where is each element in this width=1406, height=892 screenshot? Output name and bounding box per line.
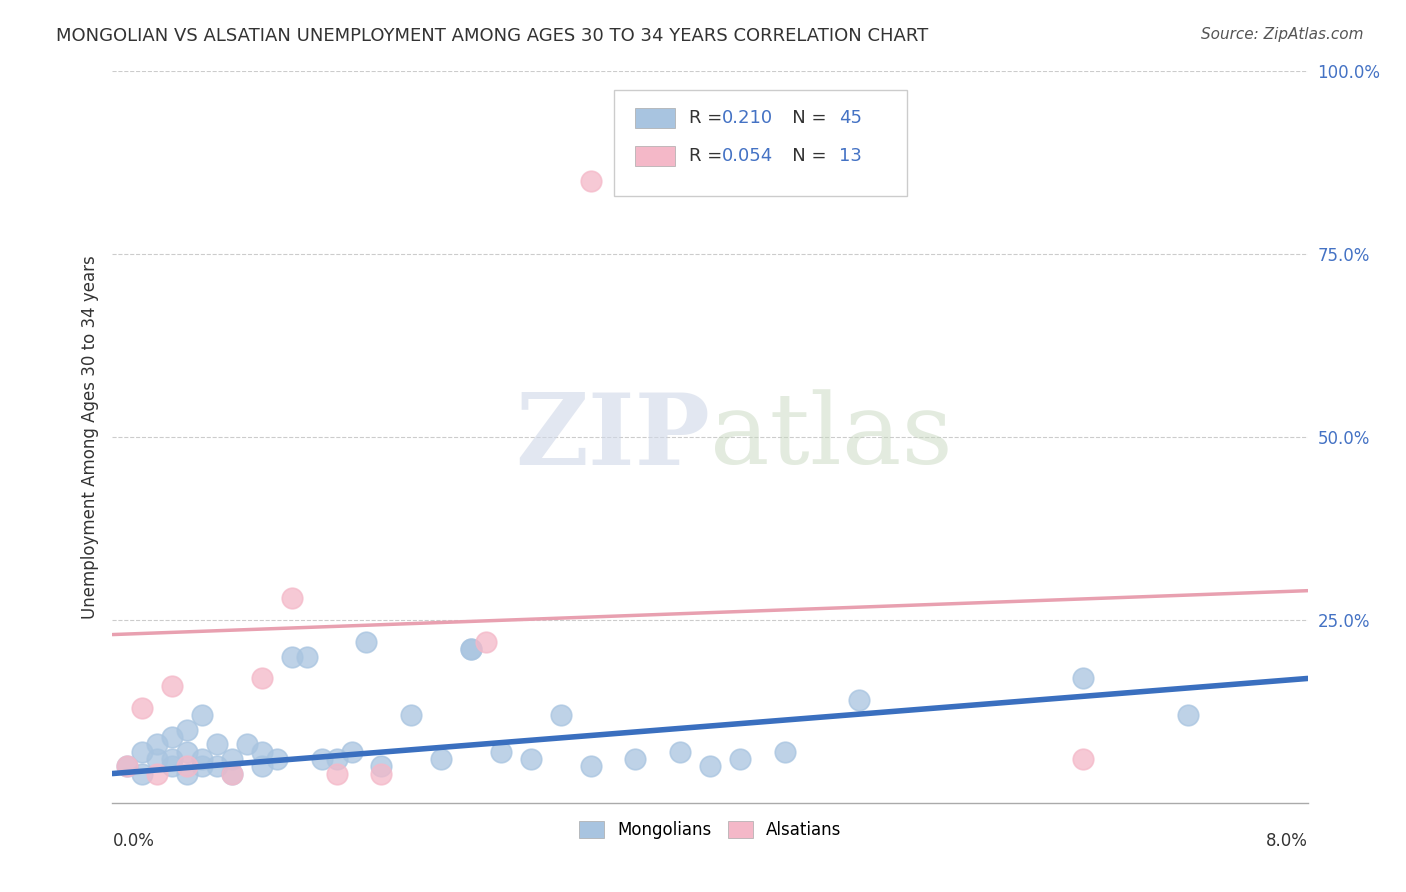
Text: Source: ZipAtlas.com: Source: ZipAtlas.com bbox=[1201, 27, 1364, 42]
Point bbox=[221, 752, 243, 766]
Point bbox=[176, 723, 198, 737]
Point bbox=[162, 679, 183, 693]
Point bbox=[191, 759, 214, 773]
Point bbox=[699, 759, 721, 773]
Point bbox=[311, 752, 333, 766]
Y-axis label: Unemployment Among Ages 30 to 34 years: Unemployment Among Ages 30 to 34 years bbox=[80, 255, 98, 619]
Point bbox=[489, 745, 512, 759]
Point bbox=[295, 649, 318, 664]
Point bbox=[176, 766, 198, 780]
Legend: Mongolians, Alsatians: Mongolians, Alsatians bbox=[572, 814, 848, 846]
Point bbox=[460, 642, 482, 657]
Point bbox=[1177, 708, 1199, 723]
Bar bbox=[634, 146, 675, 167]
Point bbox=[460, 642, 482, 657]
Point bbox=[281, 649, 304, 664]
Point bbox=[848, 693, 870, 707]
Point bbox=[131, 766, 153, 780]
Point bbox=[250, 745, 273, 759]
Point bbox=[370, 759, 392, 773]
Point bbox=[550, 708, 572, 723]
Point bbox=[146, 737, 169, 751]
Point bbox=[236, 737, 259, 751]
Text: 0.0%: 0.0% bbox=[112, 832, 155, 850]
Point bbox=[162, 730, 183, 744]
Point bbox=[266, 752, 288, 766]
Point bbox=[162, 752, 183, 766]
Point bbox=[624, 752, 647, 766]
Point bbox=[579, 174, 602, 188]
Point bbox=[430, 752, 453, 766]
Point bbox=[205, 759, 228, 773]
Point bbox=[370, 766, 392, 780]
Text: atlas: atlas bbox=[710, 389, 953, 485]
Point bbox=[250, 672, 273, 686]
Point bbox=[162, 759, 183, 773]
Point bbox=[221, 766, 243, 780]
Text: ZIP: ZIP bbox=[515, 389, 710, 485]
Point bbox=[1073, 672, 1095, 686]
Text: 0.054: 0.054 bbox=[723, 147, 773, 165]
Point bbox=[728, 752, 751, 766]
Point bbox=[325, 766, 347, 780]
Point bbox=[340, 745, 363, 759]
Text: 8.0%: 8.0% bbox=[1265, 832, 1308, 850]
FancyBboxPatch shape bbox=[614, 90, 907, 195]
Text: N =: N = bbox=[775, 109, 832, 128]
Point bbox=[250, 759, 273, 773]
Point bbox=[401, 708, 423, 723]
Bar bbox=[634, 108, 675, 128]
Point bbox=[1073, 752, 1095, 766]
Text: MONGOLIAN VS ALSATIAN UNEMPLOYMENT AMONG AGES 30 TO 34 YEARS CORRELATION CHART: MONGOLIAN VS ALSATIAN UNEMPLOYMENT AMONG… bbox=[56, 27, 928, 45]
Point bbox=[146, 766, 169, 780]
Point bbox=[117, 759, 139, 773]
Point bbox=[773, 745, 796, 759]
Point bbox=[131, 700, 153, 714]
Point bbox=[325, 752, 347, 766]
Text: R =: R = bbox=[689, 109, 727, 128]
Point bbox=[117, 759, 139, 773]
Point bbox=[205, 737, 228, 751]
Point bbox=[176, 759, 198, 773]
Point bbox=[191, 752, 214, 766]
Text: R =: R = bbox=[689, 147, 727, 165]
Text: 0.210: 0.210 bbox=[723, 109, 773, 128]
Text: N =: N = bbox=[775, 147, 832, 165]
Point bbox=[356, 635, 378, 649]
Point bbox=[131, 745, 153, 759]
Text: 13: 13 bbox=[839, 147, 862, 165]
Point bbox=[221, 766, 243, 780]
Point bbox=[669, 745, 692, 759]
Point bbox=[281, 591, 304, 605]
Point bbox=[191, 708, 214, 723]
Text: 45: 45 bbox=[839, 109, 862, 128]
Point bbox=[520, 752, 543, 766]
Point bbox=[475, 635, 498, 649]
Point bbox=[579, 759, 602, 773]
Point bbox=[176, 745, 198, 759]
Point bbox=[146, 752, 169, 766]
